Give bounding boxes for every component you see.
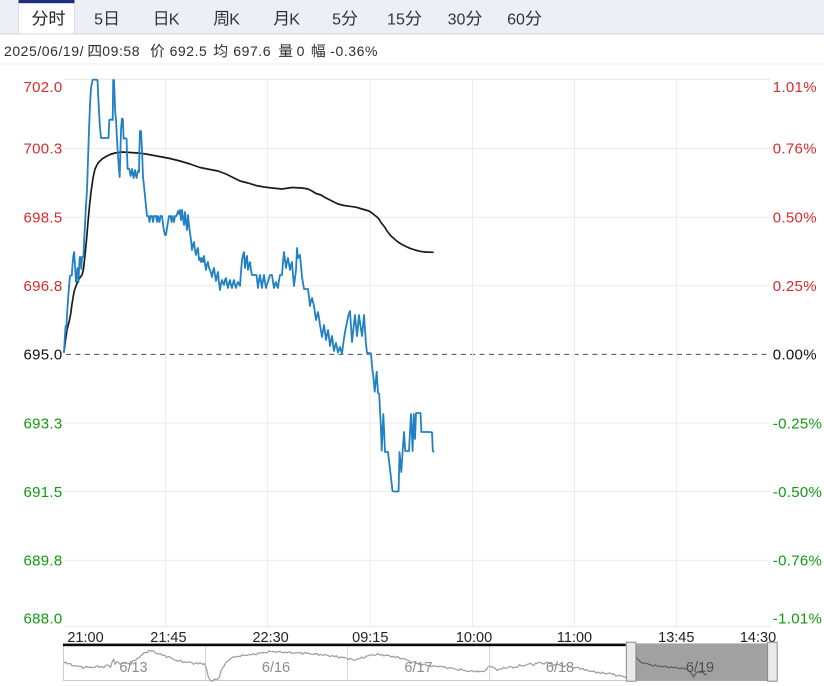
svg-text:K: K — [169, 11, 180, 28]
svg-text:697.6: 697.6 — [233, 43, 271, 59]
svg-text:688.0: 688.0 — [23, 611, 62, 628]
svg-text:-0.36%: -0.36% — [330, 43, 378, 59]
svg-text:10:00: 10:00 — [456, 630, 492, 646]
svg-text:09:58: 09:58 — [102, 43, 140, 59]
svg-text:14:30: 14:30 — [740, 630, 776, 646]
svg-text:692.5: 692.5 — [170, 43, 208, 59]
svg-text:691.5: 691.5 — [23, 484, 62, 501]
svg-text:702.0: 702.0 — [23, 79, 62, 96]
svg-text:21:45: 21:45 — [150, 630, 186, 646]
svg-text:13:45: 13:45 — [658, 630, 694, 646]
svg-text:09:15: 09:15 — [352, 630, 388, 646]
svg-text:K: K — [229, 11, 240, 28]
svg-text:22:30: 22:30 — [252, 630, 288, 646]
svg-text:0: 0 — [297, 43, 305, 59]
svg-text:-1.01%: -1.01% — [773, 611, 822, 628]
svg-text:6/16: 6/16 — [262, 660, 290, 676]
svg-text:693.3: 693.3 — [23, 415, 62, 432]
svg-text:6/17: 6/17 — [404, 660, 432, 676]
svg-text:1.01%: 1.01% — [773, 79, 817, 96]
svg-text:5: 5 — [94, 11, 103, 28]
svg-text:0.76%: 0.76% — [773, 141, 817, 158]
svg-text:2025/06/19/: 2025/06/19/ — [4, 43, 84, 59]
svg-text:-0.76%: -0.76% — [773, 553, 822, 570]
svg-text:696.8: 696.8 — [23, 278, 62, 295]
svg-text:60: 60 — [507, 11, 525, 28]
svg-text:689.8: 689.8 — [23, 553, 62, 570]
svg-text:0.25%: 0.25% — [773, 278, 817, 295]
svg-text:6/18: 6/18 — [546, 660, 574, 676]
svg-text:6/13: 6/13 — [119, 660, 147, 676]
svg-text:6/19: 6/19 — [686, 660, 714, 676]
svg-text:15: 15 — [387, 11, 405, 28]
svg-text:700.3: 700.3 — [23, 141, 62, 158]
svg-text:5: 5 — [332, 11, 341, 28]
svg-text:11:00: 11:00 — [557, 630, 592, 646]
svg-text:-0.25%: -0.25% — [773, 415, 822, 432]
svg-text:21:00: 21:00 — [67, 630, 103, 646]
svg-text:K: K — [289, 11, 300, 28]
svg-text:0.50%: 0.50% — [773, 210, 817, 227]
svg-text:695.0: 695.0 — [23, 347, 62, 364]
svg-text:-0.50%: -0.50% — [773, 484, 822, 501]
svg-text:698.5: 698.5 — [23, 210, 62, 227]
svg-text:30: 30 — [448, 11, 466, 28]
svg-text:0.00%: 0.00% — [773, 347, 817, 364]
